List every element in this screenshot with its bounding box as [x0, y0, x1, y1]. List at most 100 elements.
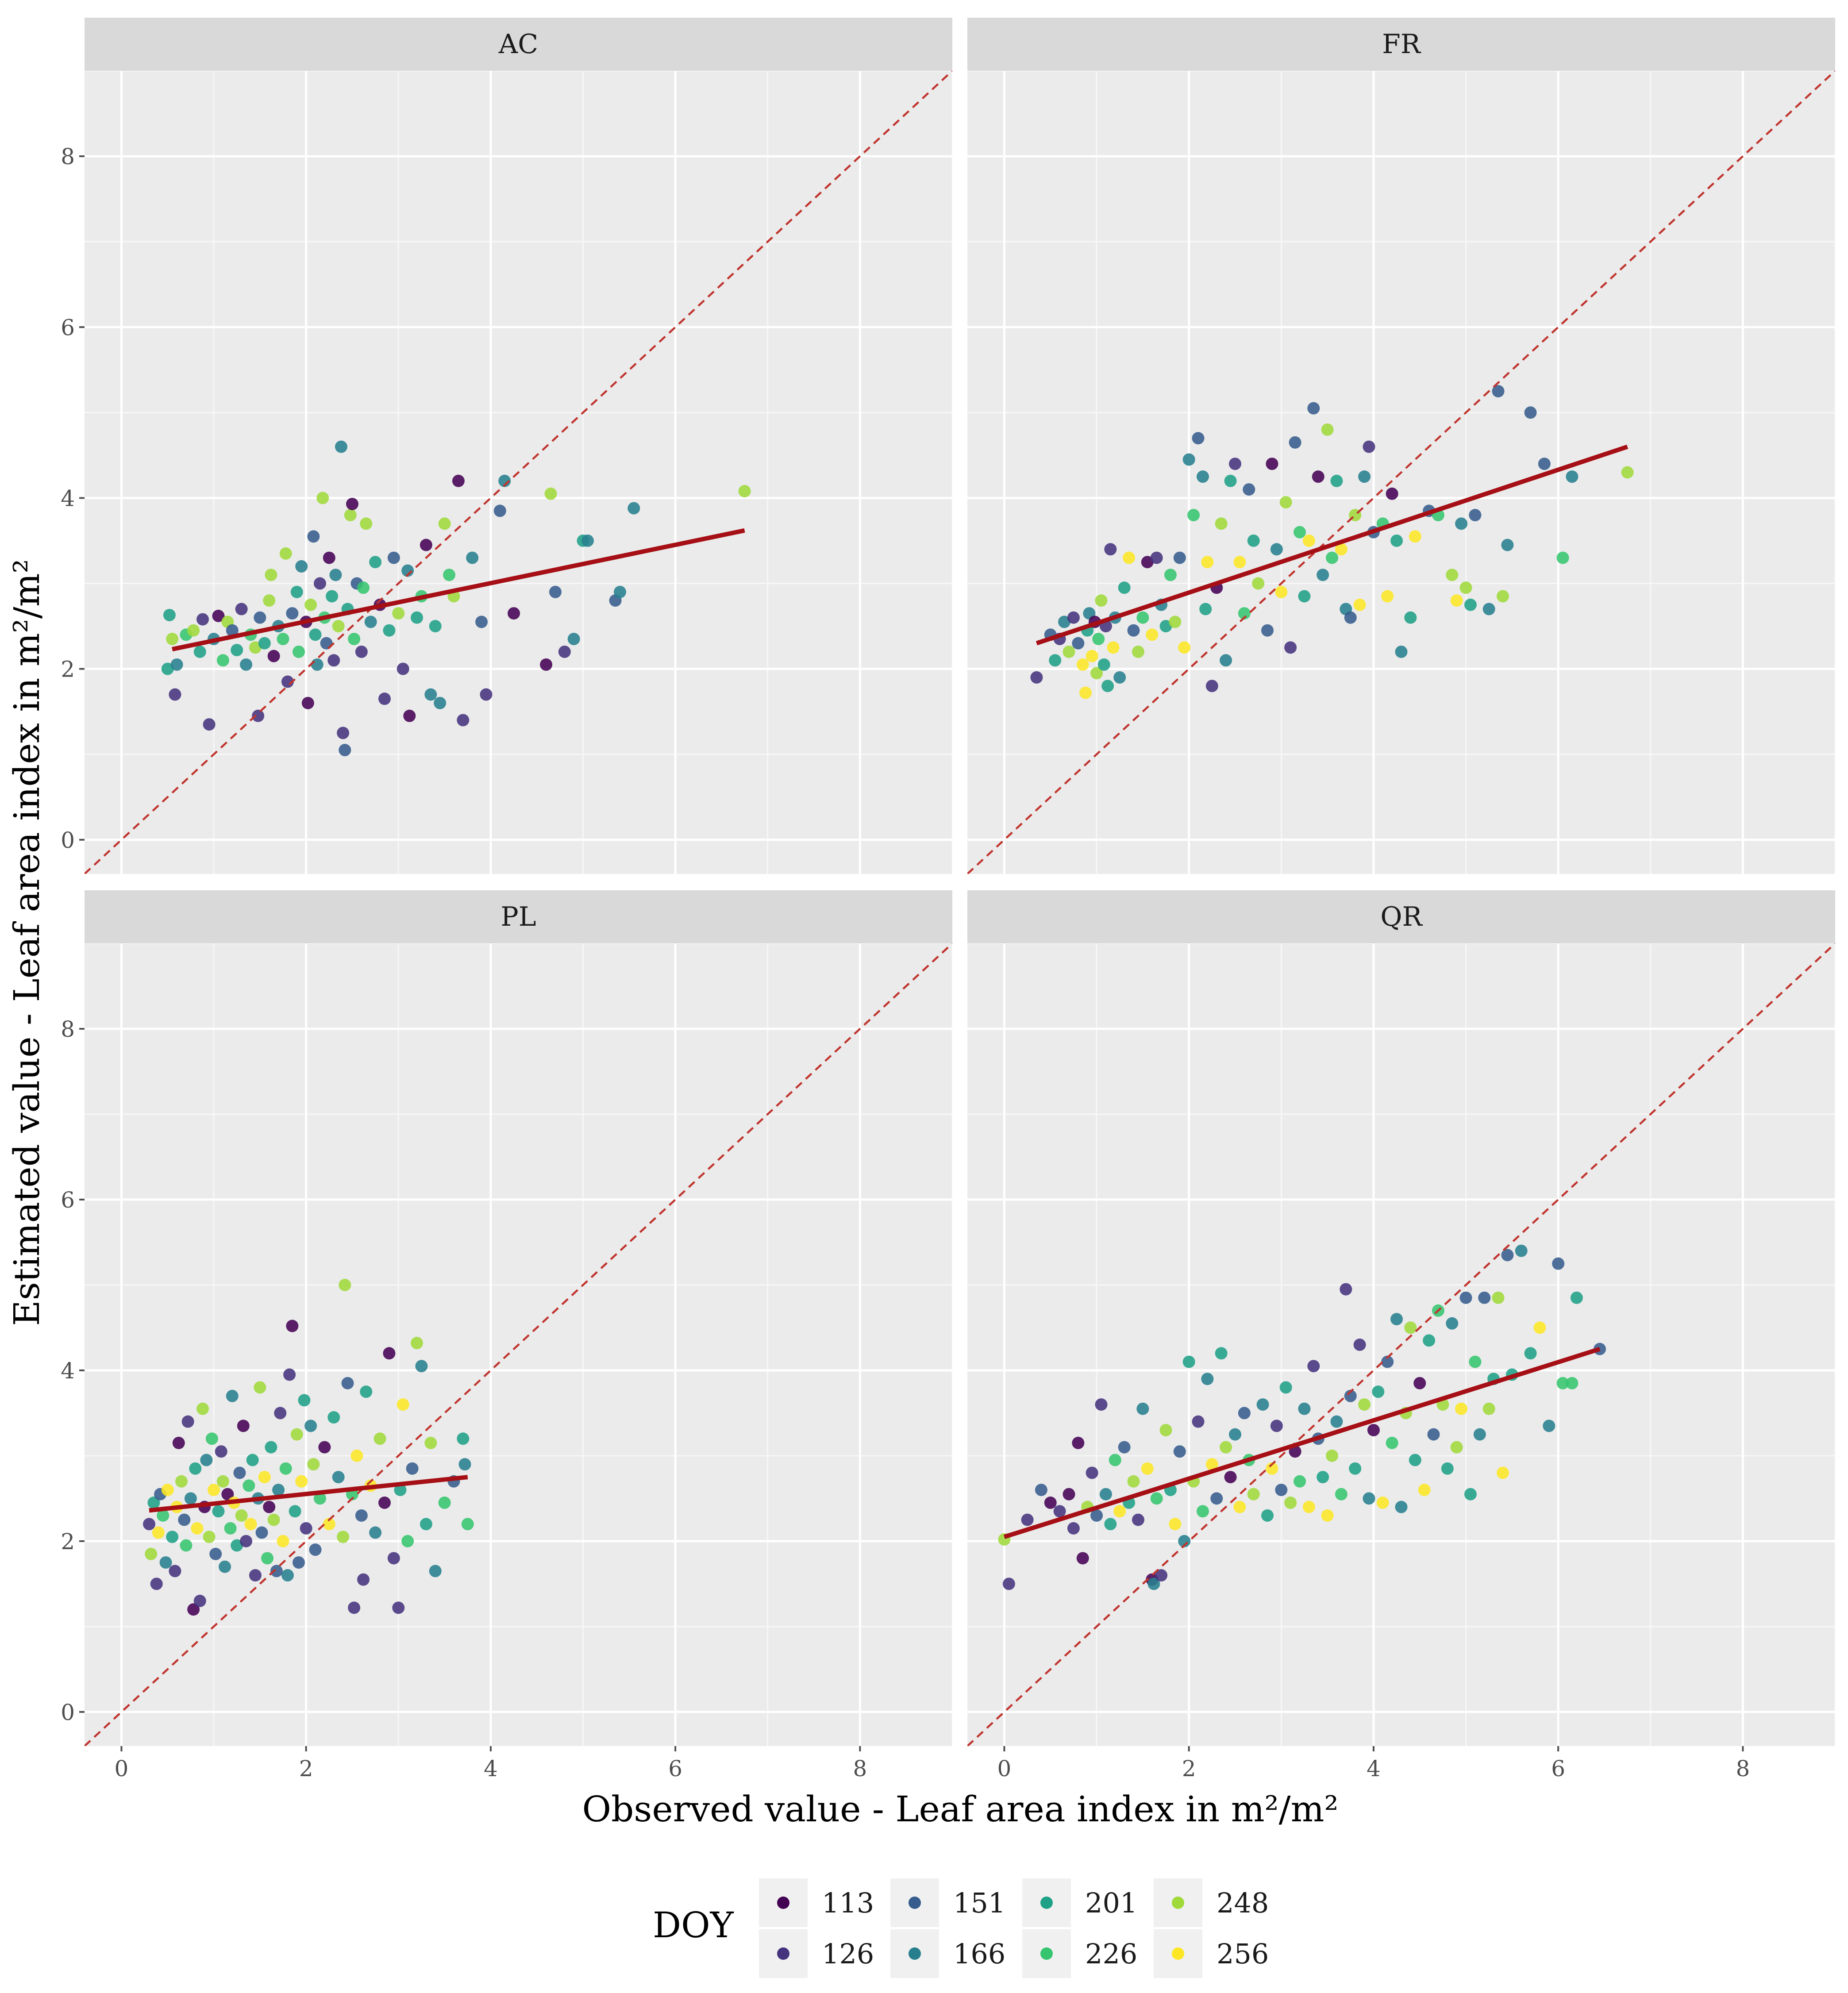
data-point	[1363, 1492, 1375, 1505]
x-tick-label: 6	[1551, 1756, 1565, 1781]
data-point	[1279, 1381, 1292, 1394]
data-point	[1132, 1513, 1144, 1526]
data-point	[1199, 603, 1212, 616]
data-point	[1136, 611, 1149, 624]
data-point	[1196, 1505, 1209, 1518]
data-point	[1298, 590, 1311, 603]
data-point	[145, 1547, 158, 1560]
data-point	[163, 608, 176, 621]
data-point	[1095, 594, 1108, 607]
legend-swatch	[777, 1947, 789, 1960]
data-point	[258, 1471, 271, 1484]
data-point	[295, 560, 308, 573]
facet-label: FR	[1382, 29, 1421, 60]
data-point	[175, 1475, 188, 1488]
data-point	[1289, 436, 1301, 449]
data-point	[360, 517, 373, 530]
data-point	[1524, 406, 1537, 419]
data-point	[1367, 1424, 1380, 1436]
data-point	[1409, 1454, 1421, 1466]
data-point	[1321, 423, 1334, 436]
data-point	[387, 1552, 400, 1565]
data-point	[383, 624, 396, 637]
data-point	[401, 1535, 414, 1547]
data-point	[1104, 1518, 1117, 1531]
data-point	[1335, 1488, 1348, 1501]
data-point	[424, 688, 437, 701]
data-point	[1556, 551, 1569, 564]
facet-strip	[967, 18, 1835, 71]
data-point	[1141, 556, 1154, 569]
data-point	[309, 628, 322, 641]
x-tick-label: 0	[115, 1756, 129, 1781]
facet-label: AC	[498, 29, 538, 60]
legend-swatch	[1172, 1947, 1184, 1960]
data-point	[1113, 671, 1126, 684]
data-point	[1381, 1355, 1394, 1368]
legend-swatch	[1040, 1947, 1053, 1960]
data-point	[339, 744, 351, 757]
data-point	[292, 1556, 305, 1569]
data-point	[406, 1462, 419, 1475]
regression-line	[1036, 444, 1629, 646]
y-tick-label: 4	[61, 1358, 75, 1384]
data-point	[327, 654, 340, 667]
gridlines	[85, 71, 952, 874]
data-point	[1215, 517, 1228, 530]
data-point	[323, 551, 335, 564]
legend-label: 166	[953, 1938, 1005, 1970]
data-point	[1224, 1471, 1237, 1484]
data-point	[357, 581, 370, 594]
data-point	[1270, 543, 1283, 556]
data-point	[309, 1543, 322, 1556]
data-point	[567, 633, 580, 646]
data-point	[270, 1565, 283, 1577]
data-point	[1243, 483, 1255, 496]
data-point	[281, 675, 294, 688]
data-point	[1021, 1513, 1034, 1526]
data-point	[283, 1368, 296, 1381]
data-point	[1063, 1488, 1075, 1501]
data-point	[1446, 1317, 1459, 1330]
data-point	[1067, 611, 1080, 624]
data-point	[1423, 1334, 1436, 1347]
data-point	[1086, 650, 1098, 662]
data-point	[1482, 1402, 1495, 1415]
data-point	[1228, 458, 1241, 470]
panels-layer: AC FR PL QR	[85, 18, 1835, 1746]
data-point	[292, 645, 305, 658]
data-point	[1044, 1497, 1057, 1509]
data-point	[1261, 624, 1274, 637]
data-point	[233, 1466, 246, 1479]
y-tick-label: 0	[61, 827, 75, 853]
data-point	[355, 1509, 368, 1522]
data-point	[216, 654, 229, 667]
data-point	[170, 658, 183, 671]
data-point	[161, 1484, 174, 1497]
data-point	[298, 1394, 311, 1407]
data-point	[1524, 1347, 1537, 1360]
data-point	[307, 530, 320, 543]
data-point	[1496, 1466, 1509, 1479]
x-axis-title: Observed value - Leaf area index in m²/m…	[582, 1789, 1338, 1830]
data-point	[1270, 1420, 1283, 1432]
data-point	[212, 609, 225, 622]
data-point	[1090, 1509, 1103, 1522]
y-tick-label: 6	[61, 315, 75, 340]
data-point	[1053, 1505, 1066, 1518]
reference-line-1to1	[85, 943, 952, 1746]
data-point	[350, 1449, 363, 1462]
legend-label: 126	[822, 1938, 874, 1970]
data-point	[378, 1497, 391, 1509]
data-point	[1335, 543, 1348, 556]
data-point	[1543, 1420, 1555, 1432]
data-point	[1275, 1484, 1288, 1497]
data-point	[420, 1518, 432, 1531]
data-point	[1233, 1501, 1246, 1513]
data-point	[1372, 1385, 1385, 1398]
data-point	[320, 637, 333, 650]
data-point	[1092, 633, 1105, 646]
legend-swatch	[1040, 1897, 1053, 1909]
data-point	[231, 644, 243, 657]
data-point	[1515, 1244, 1528, 1257]
